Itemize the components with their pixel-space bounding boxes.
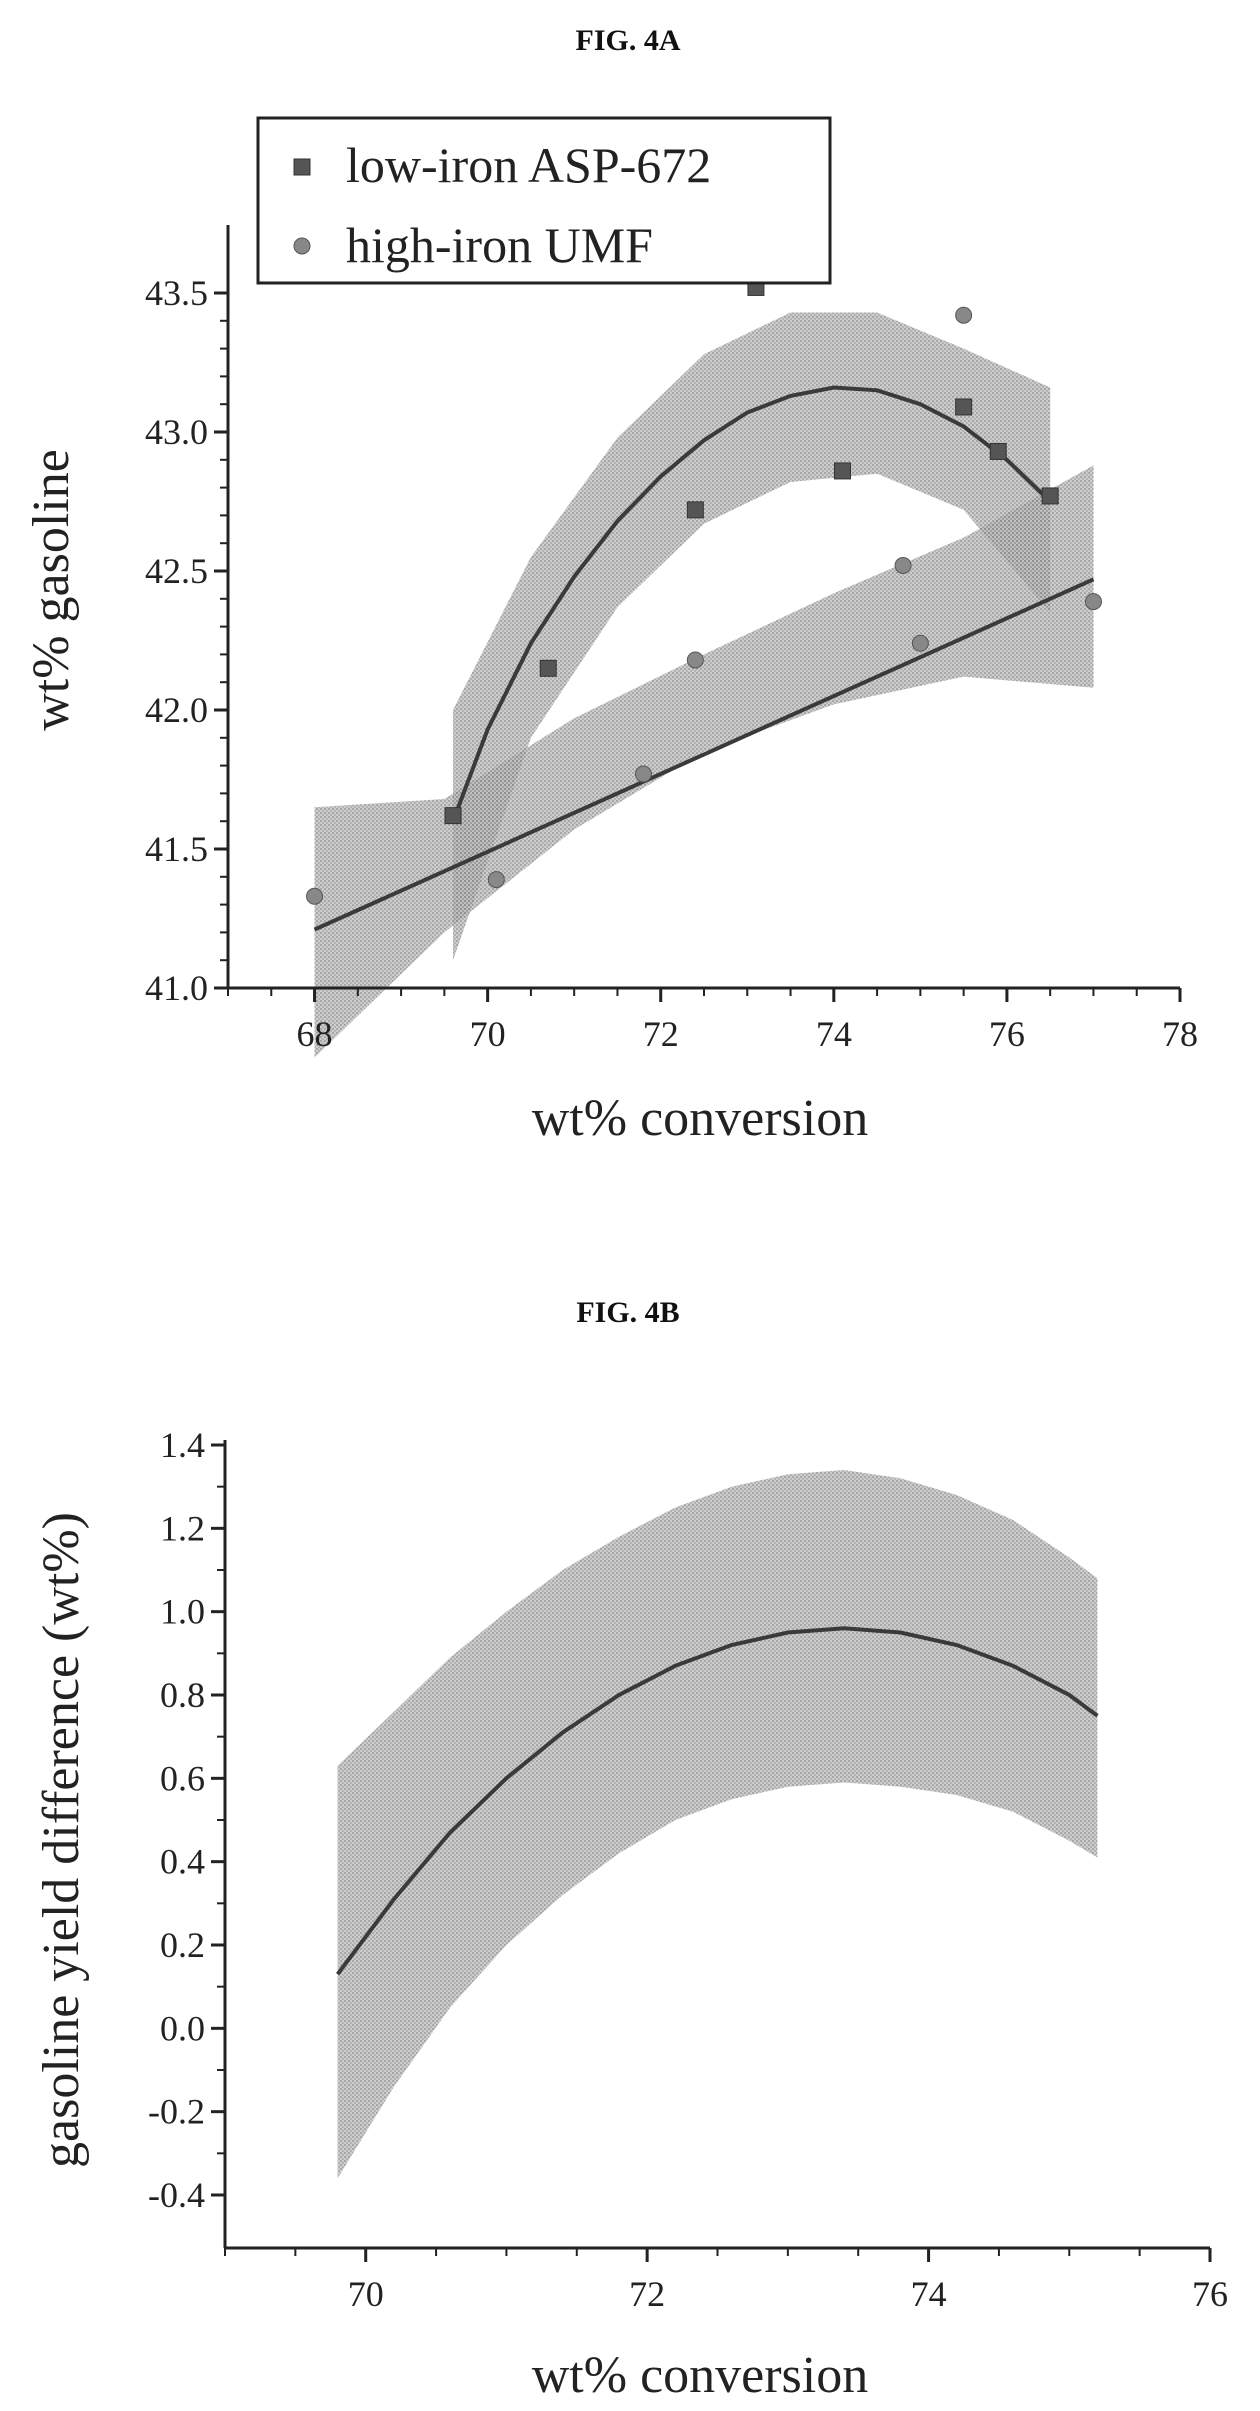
y-tick-label: 41.0: [145, 968, 208, 1008]
x-tick-label: 70: [470, 1014, 506, 1054]
y-tick-label: -0.2: [148, 2092, 205, 2132]
fit-line-series-2: [313, 577, 1095, 932]
y-tick-label: 0.0: [160, 2008, 205, 2048]
figure-4a-y-axis-label: wt% gasoline: [23, 449, 80, 731]
figure-4a-legend: low-iron ASP-672 high-iron UMF: [256, 116, 832, 285]
data-point-series-1-6: [955, 398, 973, 416]
figure-4a-title: FIG. 4A: [576, 24, 681, 57]
x-tick-label: 70: [348, 2274, 384, 2314]
data-point-series-2-5: [894, 556, 912, 574]
data-point-series-1-8: [1041, 487, 1059, 505]
figure-4b-y-ticks: -0.4 -0.2 0.0 0.2 0.4 0.6 0.8 1.0 1.2 1.4: [148, 1425, 225, 2215]
legend-box: [256, 116, 832, 285]
data-point-series-2-8: [1084, 593, 1102, 611]
figure-4a: FIG. 4A 68 70 72 74 76 78 41.0 41.5 42.0 42.5 43.…: [23, 24, 1198, 1147]
y-tick-label: 43.0: [145, 412, 208, 452]
x-tick-label: 74: [816, 1014, 852, 1054]
x-tick-label: 78: [1162, 1014, 1198, 1054]
figure-4b-y-axis-label: gasoline yield difference (wt%): [33, 1512, 90, 2168]
fit-line-series-1: [451, 385, 1052, 822]
y-tick-label: 0.6: [160, 1758, 205, 1798]
x-tick-label: 76: [1192, 2274, 1228, 2314]
data-point-series-1-2: [539, 659, 557, 677]
figure-4b: FIG. 4B 70 72 74 76 -0.4 -0.2 0.0 0.2 0.4 0.6 0.8…: [33, 1296, 1228, 2404]
figure-4a-x-axis-label: wt% conversion: [532, 1090, 868, 1147]
confidence-band-series-1: [337, 1470, 1098, 2179]
y-tick-label: 1.2: [160, 1508, 205, 1548]
data-point-series-1-3: [686, 501, 704, 519]
y-tick-label: 1.0: [160, 1592, 205, 1632]
y-tick-label: 0.4: [160, 1842, 205, 1882]
figure-4b-band: [337, 1470, 1098, 2179]
legend-label-series-1: low-iron ASP-672: [346, 137, 711, 193]
legend-label-series-2: high-iron UMF: [346, 217, 653, 273]
y-tick-label: 41.5: [145, 829, 208, 869]
data-point-series-2-7: [955, 306, 973, 324]
data-point-series-2-2: [487, 871, 505, 889]
data-point-series-1-7: [989, 442, 1007, 460]
data-point-series-1-1: [444, 807, 462, 825]
data-point-series-2-4: [686, 651, 704, 669]
y-tick-label: 43.5: [145, 273, 208, 313]
y-tick-label: 0.2: [160, 1925, 205, 1965]
x-tick-label: 74: [911, 2274, 947, 2314]
x-tick-label: 72: [643, 1014, 679, 1054]
fit-line-series-1: [336, 1626, 1099, 1976]
x-tick-label: 68: [297, 1014, 333, 1054]
x-tick-label: 72: [629, 2274, 665, 2314]
figure-4a-bands: [314, 312, 1094, 1058]
figure-4b-x-axis-label: wt% conversion: [532, 2347, 868, 2404]
y-tick-label: 1.4: [160, 1425, 205, 1465]
figure-4b-curve: [336, 1626, 1099, 1976]
confidence-band-series-1: [453, 312, 1051, 961]
confidence-band-series-2: [314, 465, 1094, 1058]
figure-4a-y-ticks: 41.0 41.5 42.0 42.5 43.0 43.5: [145, 273, 228, 1008]
legend-marker-circle-icon: [293, 237, 311, 255]
legend-marker-square-icon: [293, 158, 311, 176]
x-tick-label: 76: [989, 1014, 1025, 1054]
y-tick-label: 42.0: [145, 690, 208, 730]
y-tick-label: -0.4: [148, 2175, 205, 2215]
data-point-series-2-1: [306, 887, 324, 905]
data-point-series-2-6: [911, 634, 929, 652]
figure-4b-title: FIG. 4B: [576, 1296, 679, 1329]
data-point-series-2-3: [634, 765, 652, 783]
data-point-series-1-5: [833, 462, 851, 480]
figure-4b-x-ticks: 70 72 74 76: [224, 2248, 1228, 2314]
figure-4a-x-ticks: 68 70 72 74 76 78: [227, 988, 1198, 1054]
y-tick-label: 42.5: [145, 551, 208, 591]
y-tick-label: 0.8: [160, 1675, 205, 1715]
figure-4a-fit-lines: [313, 385, 1095, 932]
